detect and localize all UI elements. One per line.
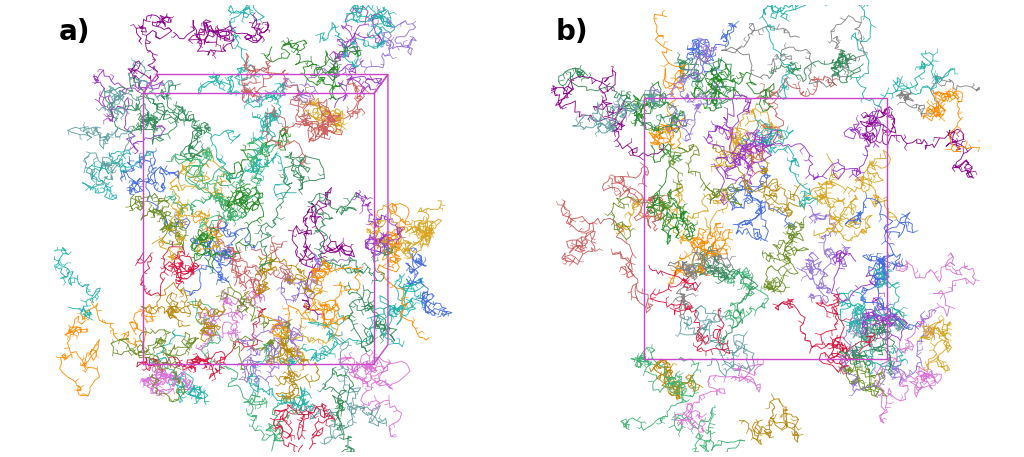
- Text: a): a): [58, 18, 90, 46]
- Text: b): b): [555, 18, 588, 46]
